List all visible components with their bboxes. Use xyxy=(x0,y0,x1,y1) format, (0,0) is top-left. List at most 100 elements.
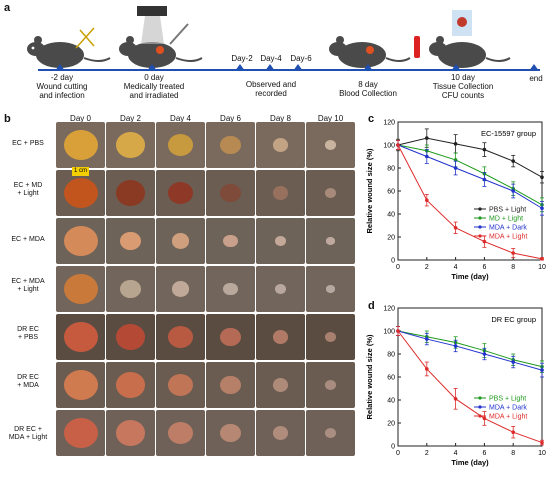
wound-photo xyxy=(306,410,355,456)
x-tick-label: 4 xyxy=(454,450,458,457)
observed-label: Observed and recorded xyxy=(245,80,297,99)
wound-photo xyxy=(206,362,255,408)
x-tick-label: 10 xyxy=(538,450,546,457)
panel-a-label: a xyxy=(4,2,11,14)
end-label: end xyxy=(529,74,543,83)
wound-photo xyxy=(106,362,155,408)
data-point xyxy=(453,226,458,230)
legend-label: MDA + Light xyxy=(489,414,527,421)
wound-area xyxy=(220,184,241,202)
legend-label: MDA + Dark xyxy=(489,225,527,232)
panel-b-label: b xyxy=(4,113,11,125)
column-header: Day 6 xyxy=(220,114,241,123)
wound-area xyxy=(223,282,238,296)
data-point xyxy=(482,147,487,152)
data-point xyxy=(425,136,429,140)
wound-photo xyxy=(156,410,205,456)
event-day: -2 day xyxy=(50,73,74,82)
wound-area xyxy=(167,181,194,205)
wound-photo xyxy=(156,362,205,408)
wound-area xyxy=(120,280,141,298)
wound-photo xyxy=(106,170,155,216)
event-label: -2 day Wound cutting and infection xyxy=(37,73,88,101)
wound-area xyxy=(324,379,337,391)
day-label: Day-2 xyxy=(231,54,253,63)
data-point xyxy=(511,430,515,434)
wound-area xyxy=(275,236,286,246)
y-tick-label: 40 xyxy=(387,398,395,405)
wound-photo xyxy=(256,410,305,456)
data-point xyxy=(482,352,487,356)
x-tick-label: 4 xyxy=(454,264,458,271)
wound-area xyxy=(116,420,145,446)
scissors-icon xyxy=(75,27,95,49)
x-tick-label: 10 xyxy=(538,264,546,271)
data-point xyxy=(540,257,544,261)
series-line xyxy=(397,330,543,444)
data-point xyxy=(511,159,515,163)
legend-label: PBS + Light xyxy=(489,396,526,403)
event-day: 8 day xyxy=(358,80,378,89)
y-tick-label: 20 xyxy=(387,235,395,242)
y-tick-label: 120 xyxy=(383,306,395,313)
plot-frame xyxy=(397,307,543,447)
wound-area xyxy=(171,233,190,249)
wound-photo xyxy=(156,122,205,168)
wound-area xyxy=(272,186,289,200)
wound-area xyxy=(272,426,289,440)
row-label: EC + MD + Light xyxy=(13,182,43,198)
data-point xyxy=(540,175,544,179)
wound-photo xyxy=(106,122,155,168)
chart-title: EC-15597 group xyxy=(481,129,536,138)
wound-photo xyxy=(306,218,355,264)
data-point xyxy=(425,154,429,159)
legend-marker xyxy=(478,405,482,409)
blood-tube-icon xyxy=(414,36,420,58)
data-point xyxy=(453,344,458,348)
wound-photo xyxy=(256,218,305,264)
wound-photo xyxy=(106,266,155,312)
series-line xyxy=(397,144,543,206)
y-tick-label: 80 xyxy=(387,166,395,173)
data-point xyxy=(425,367,429,371)
data-point xyxy=(511,251,515,255)
wound-photo xyxy=(256,122,305,168)
y-tick-label: 0 xyxy=(391,444,395,451)
data-point xyxy=(453,397,458,401)
wound-photo xyxy=(256,314,305,360)
data-point xyxy=(396,329,400,333)
mouse-illustration-3 xyxy=(329,36,411,68)
column-header: Day 8 xyxy=(270,114,291,123)
wound-area xyxy=(275,284,286,294)
wound-photo xyxy=(56,170,105,216)
series-line xyxy=(397,330,543,368)
wound-area xyxy=(220,376,241,394)
event-day: 10 day xyxy=(450,73,476,82)
wound-area xyxy=(63,370,98,400)
x-axis-label: Time (day) xyxy=(451,272,489,281)
wound-area xyxy=(63,274,98,304)
series-line xyxy=(397,330,543,371)
event-text: Wound cutting xyxy=(36,82,88,92)
wound-area xyxy=(220,424,241,442)
wound-photo xyxy=(256,362,305,408)
data-point xyxy=(425,198,429,202)
event-text: and irradiated xyxy=(129,91,179,101)
row-label: EC + MDA + Light xyxy=(11,278,45,294)
wound-photo xyxy=(106,410,155,456)
event-text: Blood Collection xyxy=(339,89,397,99)
wound-photo xyxy=(56,218,105,264)
wound-photo xyxy=(106,314,155,360)
wound-photo xyxy=(306,266,355,312)
y-tick-label: 100 xyxy=(383,143,395,150)
y-tick-label: 60 xyxy=(387,189,395,196)
row-label: DR EC + PBS xyxy=(17,326,39,342)
x-tick-label: 8 xyxy=(511,450,515,457)
wound-photo xyxy=(156,170,205,216)
light-source-icon xyxy=(137,6,167,44)
panel-d-label: d xyxy=(368,300,375,312)
wound-mark-icon xyxy=(156,46,164,54)
day-label: Day-6 xyxy=(290,54,312,63)
wound-photo xyxy=(206,218,255,264)
